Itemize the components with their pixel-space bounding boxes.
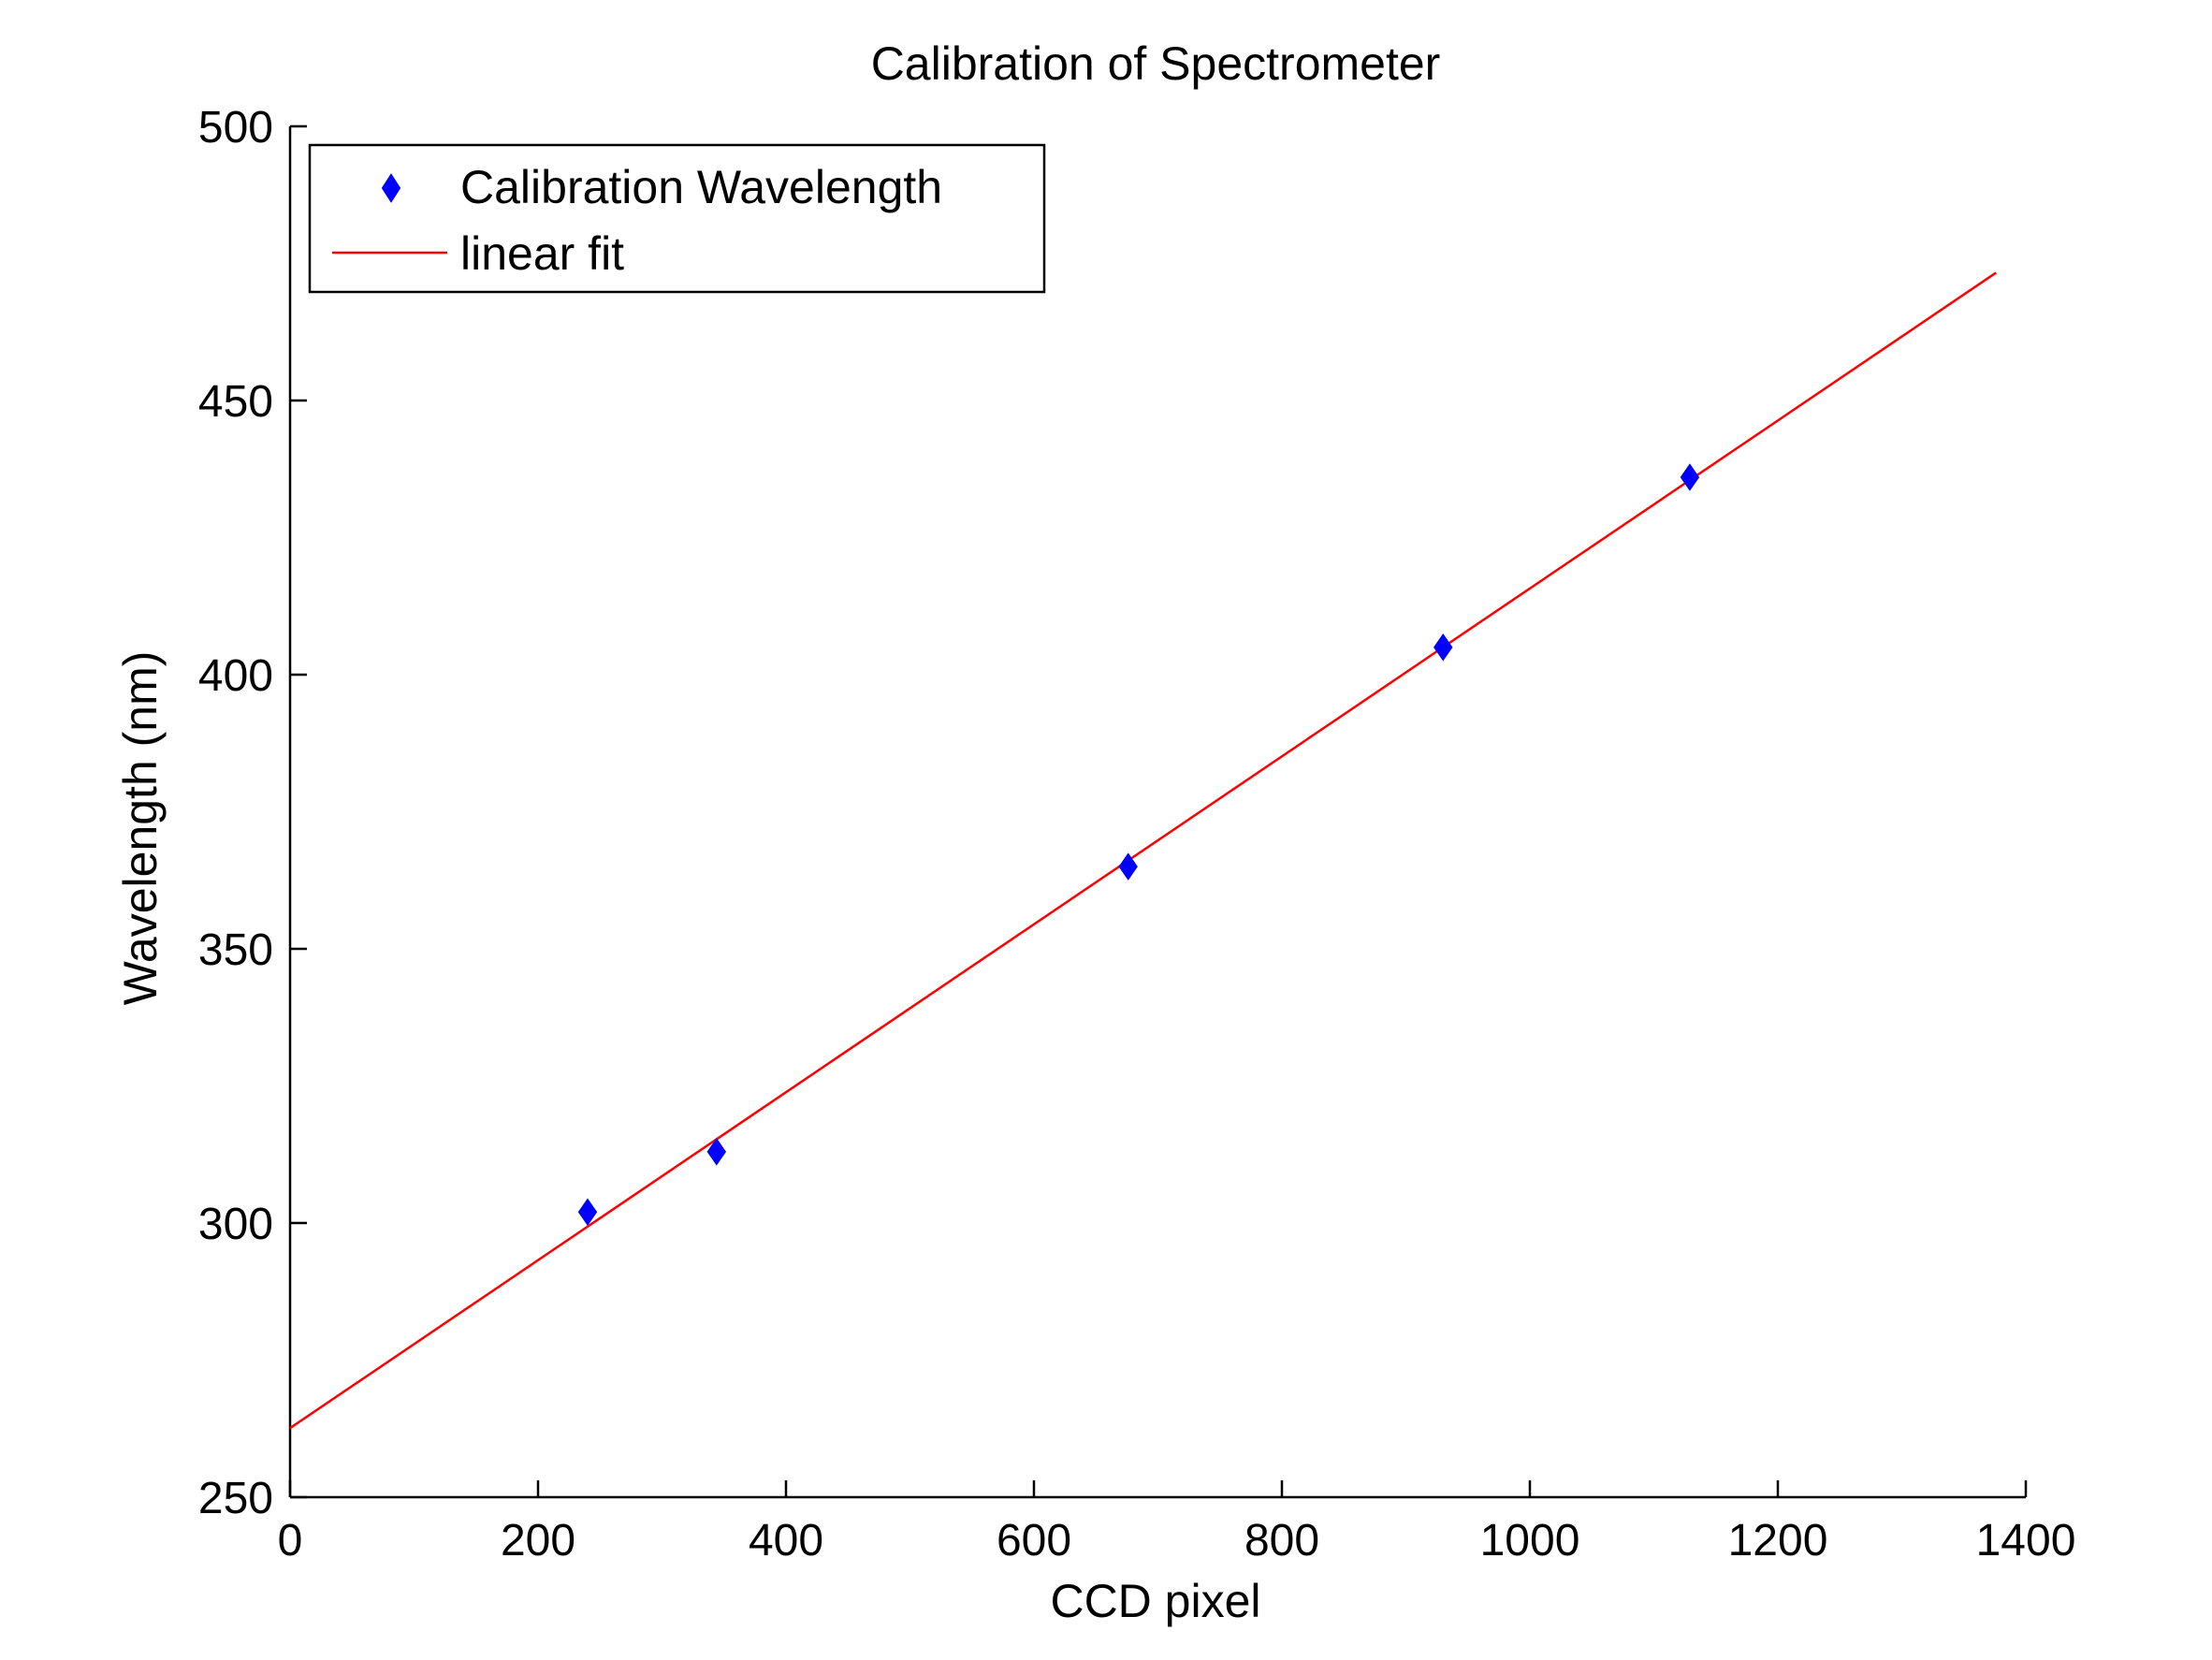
legend-label-calibration: Calibration Wavelength [460,161,942,213]
legend-label-fit: linear fit [460,227,624,280]
axes [288,126,2026,1499]
data-point [1680,463,1700,491]
y-axis-label: Wavelength (nm) [114,651,167,1006]
legend: Calibration Wavelength linear fit [308,143,1046,294]
x-tick-label: 400 [749,1516,823,1565]
x-tick-label: 1400 [1976,1516,2076,1565]
data-point [706,1138,727,1166]
x-tick-label: 600 [997,1516,1071,1565]
x-axis-ticks: 0 200 400 600 800 1000 1200 1400 [278,1480,2076,1565]
y-tick-label: 350 [198,925,273,975]
x-axis-label: CCD pixel [1050,1575,1260,1627]
x-tick-label: 1200 [1728,1516,1828,1565]
y-tick-label: 300 [198,1200,273,1249]
y-axis-ticks: 250 300 350 400 450 500 [198,103,307,1523]
y-tick-label: 500 [198,103,273,153]
legend-marker-calibration [381,173,401,203]
data-point [1433,633,1453,662]
data-point [1118,852,1138,881]
data-point [577,1198,598,1227]
x-tick-label: 0 [278,1516,303,1565]
y-tick-label: 250 [198,1474,273,1523]
x-tick-label: 1000 [1480,1516,1580,1565]
legend-box [308,143,1046,294]
fit-line [289,271,1997,1430]
x-tick-label: 800 [1244,1516,1319,1565]
y-tick-label: 450 [198,377,273,427]
y-tick-label: 400 [198,651,273,701]
series-layer [289,271,1997,1430]
chart-title: Calibration of Spectrometer [871,37,1441,90]
x-tick-label: 200 [501,1516,575,1565]
